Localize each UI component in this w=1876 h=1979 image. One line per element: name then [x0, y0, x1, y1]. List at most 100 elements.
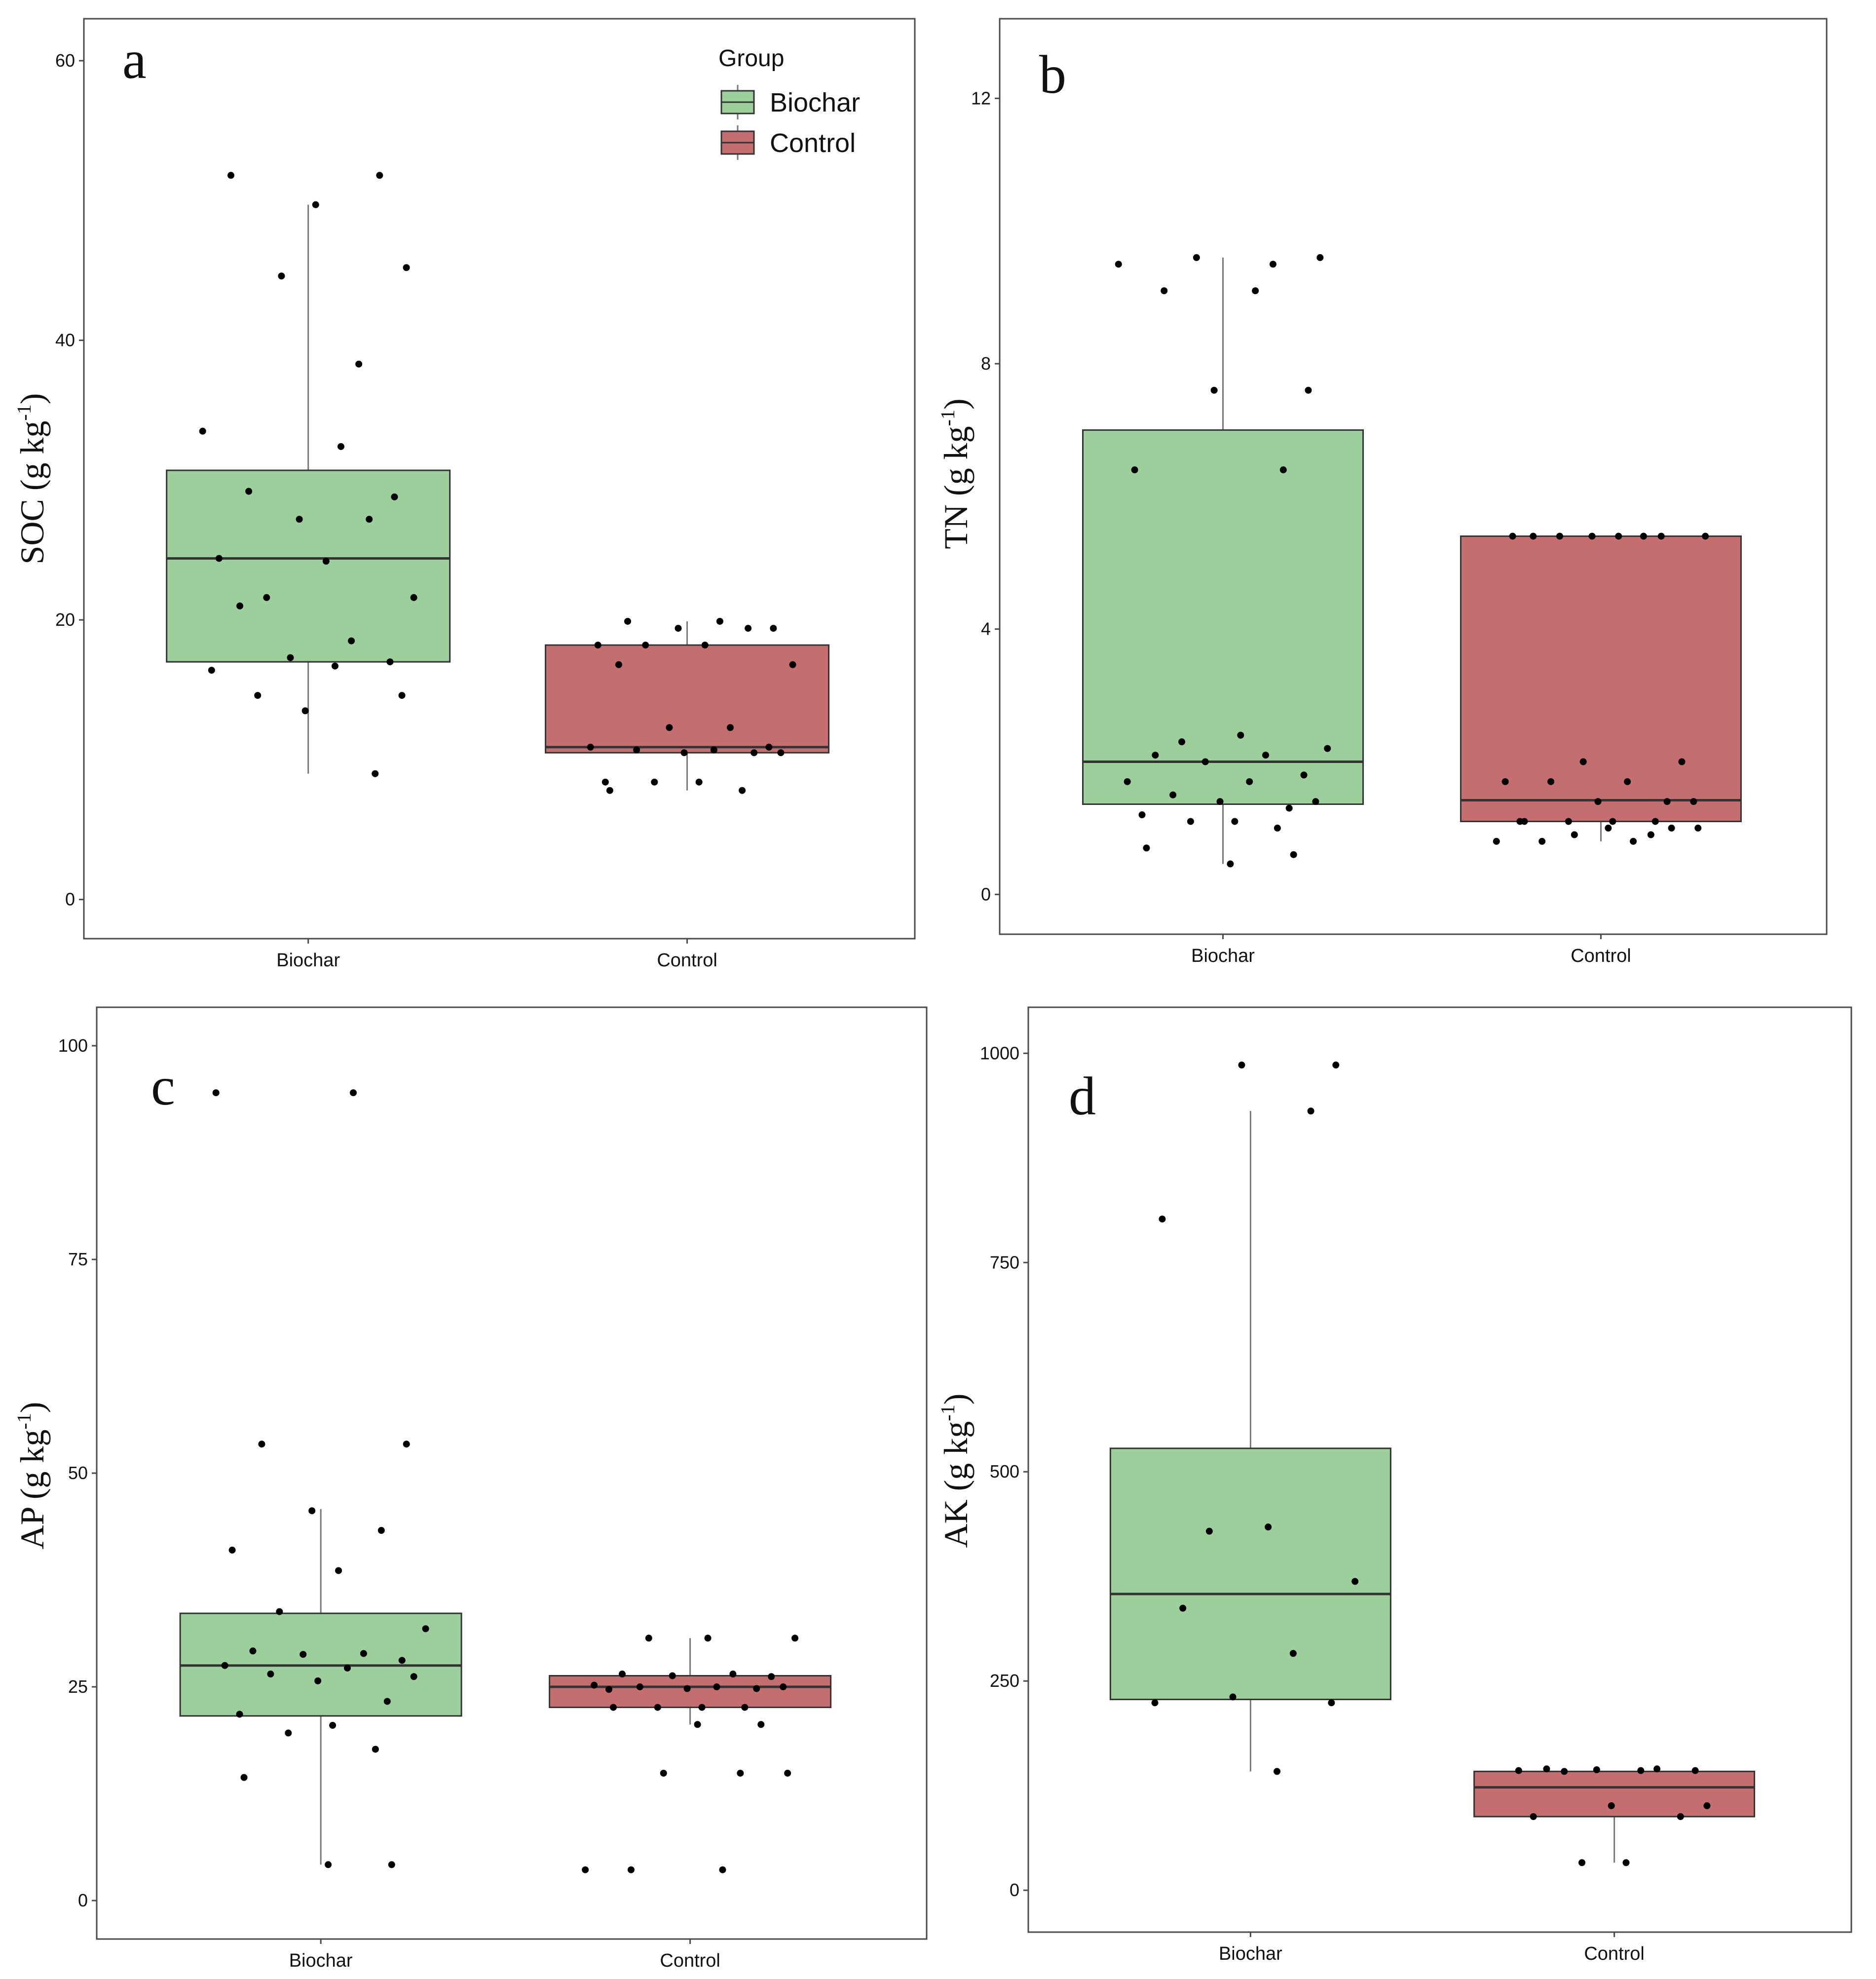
point-d-biochar-8 — [1289, 1650, 1297, 1657]
point-b-biochar-13 — [1152, 752, 1159, 759]
panel-b-ylabel: TN (g kg-1) — [937, 398, 975, 549]
point-a-biochar-4 — [278, 272, 285, 280]
point-c-biochar-12 — [300, 1651, 307, 1658]
point-b-biochar-5 — [1161, 287, 1168, 295]
point-d-control-6 — [1561, 1768, 1568, 1775]
point-b-control-20 — [1521, 818, 1528, 825]
point-c-biochar-4 — [308, 1507, 316, 1515]
panel-c-frame — [96, 1006, 928, 1940]
panel-a-plot — [166, 172, 830, 794]
point-c-biochar-8 — [276, 1608, 283, 1615]
point-b-control-25 — [1647, 831, 1654, 838]
legend-label-control: Control — [770, 128, 856, 158]
point-a-biochar-9 — [391, 493, 398, 500]
point-b-biochar-15 — [1201, 758, 1209, 765]
ytick-label-c-3: 75 — [68, 1249, 88, 1269]
point-c-control-4 — [729, 1671, 737, 1678]
point-a-control-23 — [606, 787, 613, 794]
point-b-control-22 — [1605, 824, 1612, 832]
point-b-biochar-25 — [1187, 818, 1194, 825]
point-c-control-15 — [654, 1704, 661, 1711]
panel-b-ylabel-sup: -1 — [937, 410, 959, 426]
point-b-biochar-28 — [1290, 851, 1297, 858]
point-b-control-9 — [1678, 758, 1686, 765]
point-c-biochar-23 — [372, 1746, 379, 1753]
point-c-control-3 — [618, 1671, 626, 1678]
point-c-biochar-3 — [403, 1441, 410, 1448]
ytick-label-c-4: 100 — [58, 1035, 88, 1056]
point-a-control-6 — [701, 642, 709, 649]
point-a-biochar-25 — [372, 770, 379, 777]
point-b-control-11 — [1624, 778, 1631, 785]
point-a-control-2 — [770, 625, 777, 632]
point-a-biochar-11 — [366, 516, 373, 523]
point-a-biochar-10 — [296, 516, 303, 523]
panel-d-ylabel: AK (g kg-1) — [937, 1394, 975, 1548]
point-a-biochar-18 — [287, 654, 294, 661]
point-a-biochar-16 — [236, 602, 244, 609]
point-d-control-11 — [1622, 1859, 1630, 1866]
point-c-control-24 — [719, 1866, 726, 1873]
point-a-biochar-22 — [254, 692, 262, 699]
xtick-label-a-biochar: Biochar — [276, 950, 340, 971]
point-a-biochar-3 — [403, 264, 410, 271]
point-c-biochar-26 — [325, 1861, 332, 1868]
box-c-control — [549, 1675, 832, 1709]
point-d-biochar-5 — [1205, 1527, 1213, 1535]
point-b-biochar-18 — [1246, 778, 1253, 785]
point-c-control-17 — [610, 1704, 617, 1711]
point-c-control-8 — [713, 1683, 720, 1691]
point-c-control-12 — [753, 1685, 760, 1692]
box-b-biochar — [1082, 429, 1364, 805]
ytick-label-d-1: 250 — [990, 1671, 1019, 1691]
point-a-control-9 — [615, 661, 622, 668]
point-b-control-0 — [1588, 533, 1596, 540]
point-a-biochar-21 — [331, 662, 338, 670]
panel-a-ylabel-text: SOC (g kg — [13, 421, 51, 565]
box-a-control — [545, 644, 830, 754]
point-d-control-1 — [1653, 1765, 1661, 1773]
ytick-label-d-3: 750 — [990, 1252, 1019, 1272]
point-d-biochar-6 — [1351, 1578, 1359, 1585]
point-b-biochar-16 — [1300, 771, 1308, 779]
point-a-control-4 — [745, 625, 752, 632]
point-c-control-1 — [645, 1635, 652, 1642]
point-b-control-14 — [1594, 798, 1602, 805]
point-c-biochar-18 — [314, 1677, 322, 1684]
point-b-biochar-22 — [1285, 804, 1293, 812]
point-b-biochar-19 — [1169, 791, 1177, 799]
point-b-biochar-27 — [1143, 844, 1150, 852]
point-c-control-0 — [704, 1635, 712, 1642]
point-a-biochar-0 — [227, 172, 234, 179]
ytick-label-c-1: 25 — [68, 1676, 88, 1697]
point-d-control-9 — [1677, 1813, 1684, 1820]
point-a-control-15 — [633, 746, 640, 754]
point-b-biochar-11 — [1178, 738, 1186, 746]
point-a-control-19 — [601, 778, 609, 786]
point-c-biochar-25 — [388, 1861, 395, 1868]
point-a-control-0 — [716, 617, 723, 625]
point-b-control-21 — [1668, 824, 1675, 832]
point-d-biochar-2 — [1307, 1107, 1314, 1115]
point-b-control-27 — [1630, 837, 1637, 845]
point-b-biochar-4 — [1252, 287, 1259, 295]
point-c-biochar-14 — [221, 1662, 228, 1669]
panel-d: d AK (g kg-1) 0 250 500 750 1000 Biochar Cont… — [937, 1006, 1852, 1964]
point-a-biochar-13 — [322, 558, 330, 565]
point-c-biochar-10 — [249, 1647, 257, 1655]
ytick-label-d-4: 1000 — [980, 1043, 1019, 1063]
point-a-control-7 — [642, 642, 649, 649]
ytick-label-c-0: 0 — [78, 1890, 88, 1910]
point-b-control-24 — [1571, 831, 1578, 838]
panel-b-ylabel-text: TN (g kg — [937, 426, 975, 549]
point-a-control-22 — [739, 787, 746, 794]
ytick-label-a-3: 60 — [55, 50, 75, 71]
point-d-biochar-9 — [1229, 1693, 1237, 1701]
point-d-control-7 — [1703, 1802, 1711, 1809]
legend-title: Group — [718, 45, 784, 72]
point-b-biochar-21 — [1216, 798, 1224, 805]
ytick-label-b-1: 4 — [981, 619, 991, 639]
point-a-control-11 — [666, 724, 673, 731]
point-d-control-8 — [1608, 1802, 1615, 1809]
ytick-label-d-0: 0 — [1010, 1880, 1019, 1900]
